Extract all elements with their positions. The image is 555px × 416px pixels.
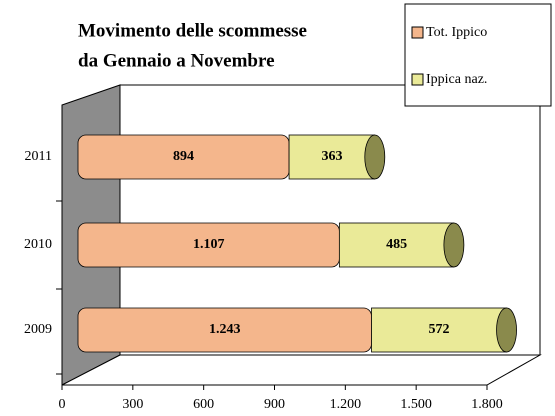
x-tick-label: 900 xyxy=(264,397,285,412)
legend-swatch xyxy=(411,26,424,39)
x-tick-label: 300 xyxy=(122,397,143,412)
x-tick-label: 1.200 xyxy=(330,397,362,412)
data-label: 572 xyxy=(429,322,450,337)
y-tick-label: 2011 xyxy=(25,149,52,164)
x-tick-label: 600 xyxy=(193,397,214,412)
legend xyxy=(404,3,552,107)
y-tick-label: 2009 xyxy=(24,322,52,337)
legend-label: Tot. Ippico xyxy=(426,25,487,40)
data-label: 1.243 xyxy=(209,322,241,337)
y-tick-label: 2010 xyxy=(24,237,52,252)
legend-label: Ippica naz. xyxy=(426,72,487,87)
floor xyxy=(61,354,542,386)
data-label: 485 xyxy=(386,237,407,252)
x-tick-label: 1.800 xyxy=(471,397,503,412)
bar-segment xyxy=(371,307,507,353)
legend-swatch xyxy=(411,73,424,86)
chart-title: da Gennaio a Novembre xyxy=(78,50,275,71)
data-label: 1.107 xyxy=(193,237,225,252)
data-label: 363 xyxy=(321,149,342,164)
chart-title: Movimento delle scommesse xyxy=(78,20,307,41)
bar-cap xyxy=(443,222,465,268)
bar-segment xyxy=(288,134,376,180)
data-label: 894 xyxy=(173,149,194,164)
plot: 0 300 600 900 1.200 1.500 1.800 2011 894 363 2010 1… xyxy=(24,25,517,412)
bar-cap xyxy=(364,134,386,180)
x-tick-label: 1.500 xyxy=(400,397,432,412)
x-tick-label: 0 xyxy=(59,397,66,412)
bar-segment xyxy=(338,222,455,268)
bar-cap xyxy=(496,307,517,353)
